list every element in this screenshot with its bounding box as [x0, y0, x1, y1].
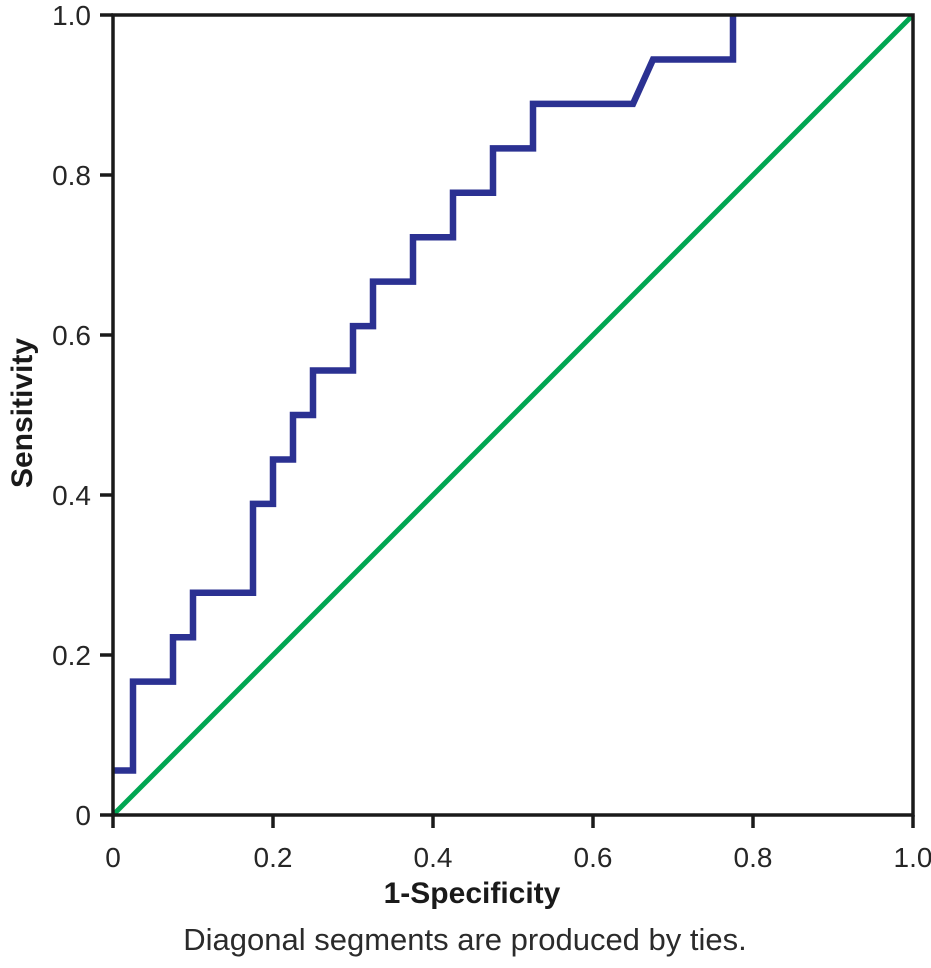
- y-tick-label: 0.8: [52, 160, 91, 191]
- x-tick-label: 0: [105, 842, 121, 873]
- axis-ticks: [100, 13, 915, 828]
- x-tick-label: 1.0: [894, 842, 931, 873]
- x-tick-label: 0.6: [574, 842, 613, 873]
- y-tick-label: 0: [75, 800, 91, 831]
- x-tick-label: 0.8: [734, 842, 773, 873]
- y-axis-title: Sensitivity: [6, 338, 39, 488]
- y-tick-label: 0.4: [52, 480, 91, 511]
- roc-curve: [113, 15, 737, 774]
- chart-caption: Diagonal segments are produced by ties.: [183, 922, 747, 957]
- plot-frame-box: [111, 13, 915, 817]
- plot-frame: [111, 13, 915, 817]
- y-tick-label: 0.2: [52, 640, 91, 671]
- y-tick-label: 0.6: [52, 320, 91, 351]
- x-axis-title: 1-Specificity: [384, 877, 561, 910]
- axis-tick-labels: 0 0.2 0.4 0.6 0.8 1.0 0 0.2 0.4 0.6 0.8 1.0: [52, 0, 931, 873]
- x-tick-label: 0.2: [254, 842, 293, 873]
- x-tick-label: 0.4: [414, 842, 453, 873]
- series-layer: [111, 13, 915, 817]
- y-tick-label: 1.0: [52, 0, 91, 31]
- reference-line: [111, 13, 915, 817]
